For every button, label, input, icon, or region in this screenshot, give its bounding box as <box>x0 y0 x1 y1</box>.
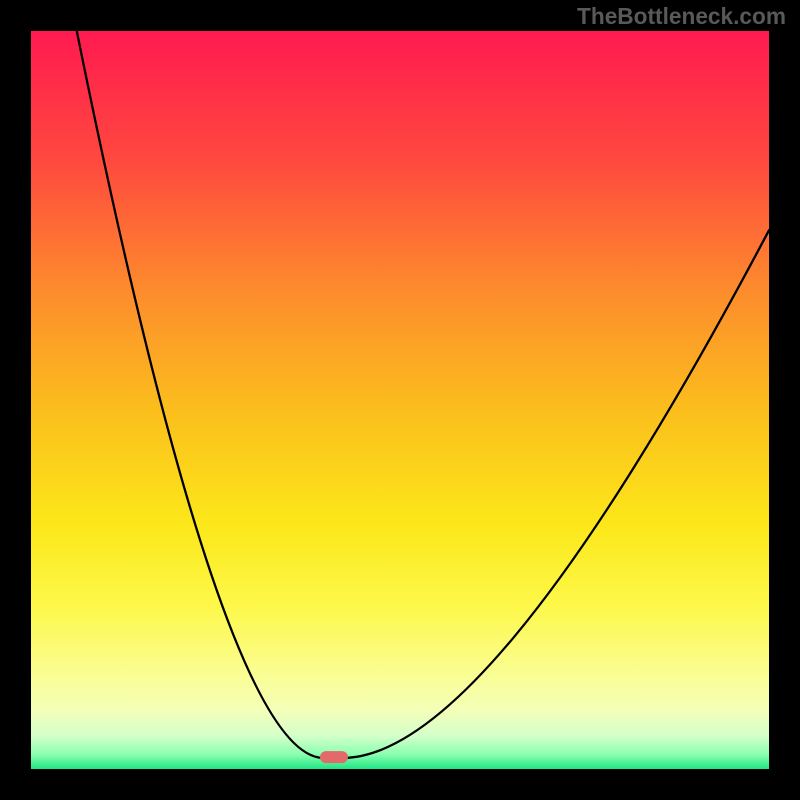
left-curve <box>77 31 323 758</box>
optimum-marker <box>320 751 348 763</box>
bottleneck-curves <box>31 31 769 769</box>
right-curve <box>345 230 769 758</box>
plot-area <box>31 31 769 769</box>
watermark-text: TheBottleneck.com <box>577 3 786 30</box>
chart-frame: TheBottleneck.com <box>0 0 800 800</box>
